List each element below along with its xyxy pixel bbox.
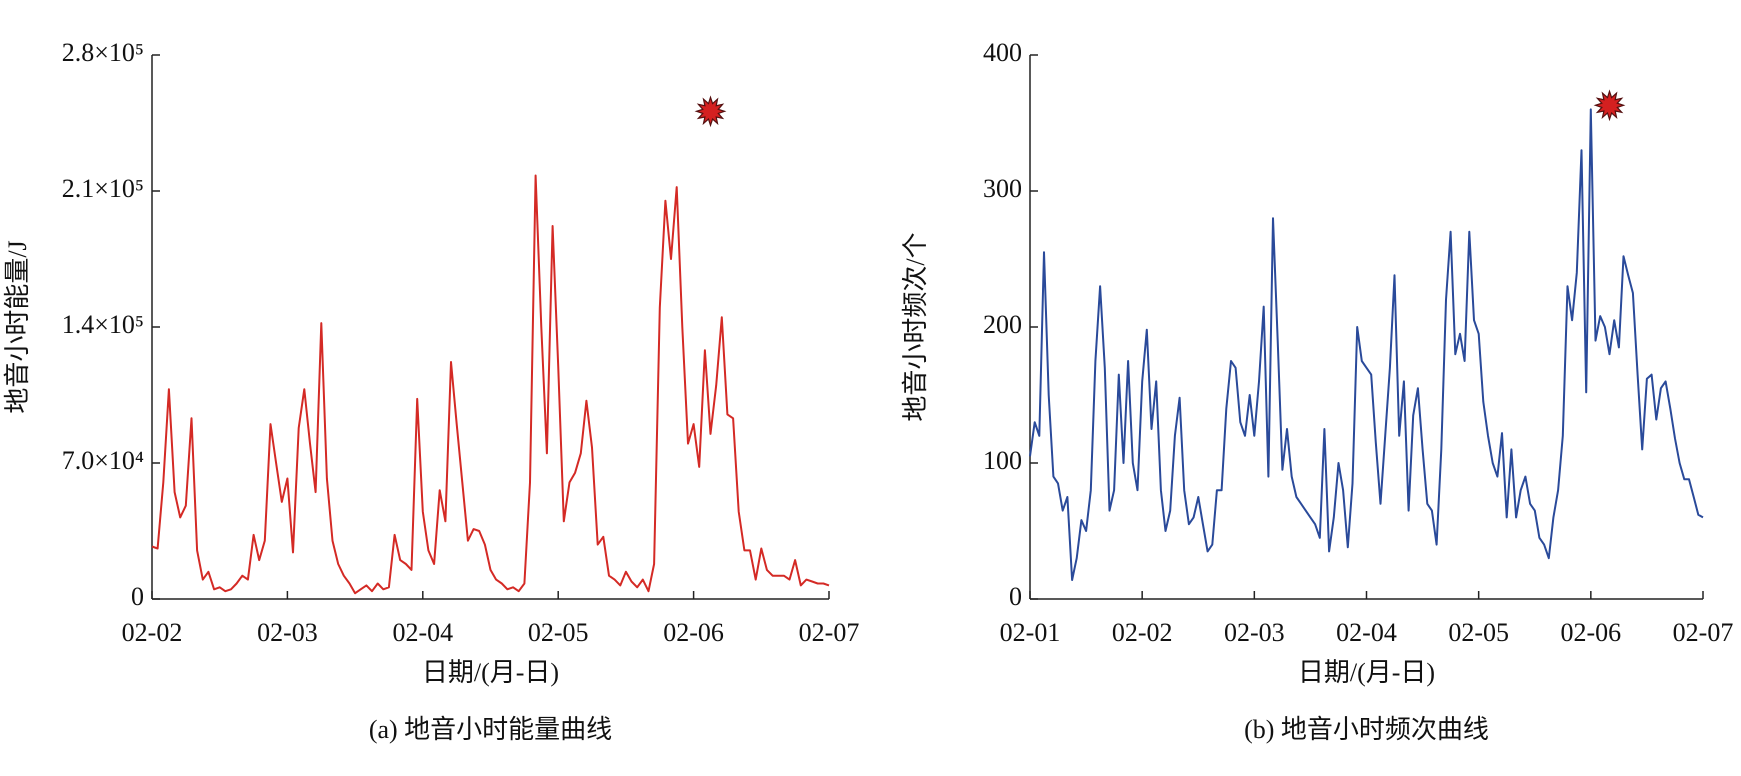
y-tick-label: 300 xyxy=(983,174,1022,203)
y-axis-label: 地音小时频次/个 xyxy=(901,232,930,421)
x-tick-label: 02-07 xyxy=(1673,618,1734,647)
x-tick-label: 02-05 xyxy=(1448,618,1509,647)
y-tick-label: 0 xyxy=(131,582,144,611)
data-line xyxy=(151,174,830,595)
x-tick-label: 02-06 xyxy=(663,618,724,647)
x-tick-label: 02-07 xyxy=(799,618,860,647)
y-tick-label: 0 xyxy=(1009,582,1022,611)
x-tick-label: 02-04 xyxy=(392,618,453,647)
caption: (b) 地音小时频次曲线 xyxy=(1244,715,1489,744)
x-tick-label: 02-02 xyxy=(122,618,183,647)
x-tick-label: 02-06 xyxy=(1560,618,1621,647)
x-tick-label: 02-03 xyxy=(1224,618,1285,647)
x-axis-label: 日期/(月-日) xyxy=(422,658,559,687)
caption: (a) 地音小时能量曲线 xyxy=(369,715,612,744)
x-tick-label: 02-03 xyxy=(257,618,318,647)
x-tick-label: 02-01 xyxy=(1000,618,1061,647)
x-tick-label: 02-04 xyxy=(1336,618,1397,647)
y-tick-label: 1.4×10⁵ xyxy=(62,310,144,339)
event-marker xyxy=(1593,89,1626,122)
x-tick-label: 02-02 xyxy=(1112,618,1173,647)
data-line xyxy=(1029,108,1704,581)
x-axis-label: 日期/(月-日) xyxy=(1298,658,1435,687)
y-tick-label: 2.8×10⁵ xyxy=(62,38,144,67)
y-tick-label: 7.0×10⁴ xyxy=(62,446,144,475)
y-tick-label: 100 xyxy=(983,446,1022,475)
y-axis-label: 地音小时能量/J xyxy=(3,240,32,413)
y-tick-label: 200 xyxy=(983,310,1022,339)
y-tick-label: 2.1×10⁵ xyxy=(62,174,144,203)
event-marker xyxy=(694,95,727,128)
x-tick-label: 02-05 xyxy=(528,618,589,647)
y-tick-label: 400 xyxy=(983,38,1022,67)
